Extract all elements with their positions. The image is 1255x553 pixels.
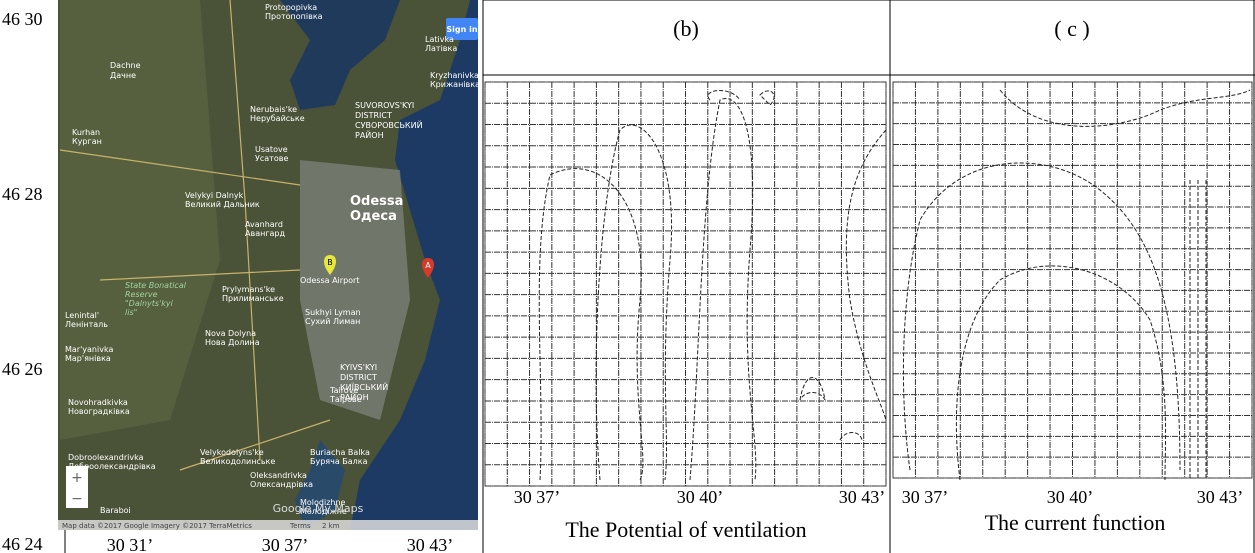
lat-label: 46 24: [2, 534, 43, 553]
place-label: Великий Дальник: [185, 200, 260, 209]
place-label: РАЙОН: [355, 129, 384, 140]
x-label: 30 43’: [839, 487, 886, 507]
place-label: Олександрівка: [250, 480, 313, 489]
zoom-out[interactable]: −: [71, 491, 83, 507]
place-label: Tairove: [329, 386, 358, 395]
place-label: Ленінталь: [65, 320, 108, 329]
place-label: "Dalnyts'kyi: [125, 299, 174, 308]
figure: Sign in DachneДачне Nerubais'keНерубайськ…: [0, 0, 1255, 553]
logo: Google My Maps: [273, 502, 364, 515]
place-label: Таїрове: [329, 395, 362, 404]
place-label: Дачне: [110, 71, 136, 80]
place-label: Odessa: [350, 194, 403, 209]
zoom-in[interactable]: +: [71, 470, 83, 486]
place-label: Буряча Балка: [310, 457, 368, 466]
place-label: Novohradkivka: [68, 398, 128, 407]
place-label: Нова Долина: [205, 338, 260, 347]
place-label: Prylymans'ke: [222, 285, 275, 294]
place-label: Velykyi Dalnyk: [185, 191, 244, 200]
place-label: lis": [125, 308, 137, 317]
caption: The Potential of ventilation: [565, 517, 806, 542]
place-label: Kurhan: [72, 128, 100, 137]
lon-label: 30 31’: [107, 535, 154, 553]
place-label: Nova Dolyna: [205, 329, 256, 338]
x-label: 30 43’: [1197, 487, 1244, 507]
lat-label: 46 28: [2, 184, 43, 204]
attribution: Map data ©2017 Google Imagery ©2017 Terr…: [62, 522, 252, 530]
place-label: Мар'янівка: [65, 354, 111, 363]
place-label: Lenintal': [65, 311, 99, 320]
caption: The current function: [985, 510, 1166, 535]
lat-label: 46 26: [2, 359, 43, 379]
marker-label: A: [425, 261, 431, 270]
place-label: Новоградківка: [68, 407, 130, 416]
place-label: Sukhyi Lyman: [305, 308, 361, 317]
place-label: Protopopivka: [265, 3, 317, 12]
place-label: SUVOROVS'KYI: [355, 101, 414, 110]
place-label: Oleksandrivka: [250, 471, 307, 480]
place-label: Протопопівка: [265, 12, 323, 21]
lon-label: 30 43’: [407, 535, 454, 553]
place-label: Odessa Airport: [300, 276, 359, 285]
panel-label: ( c ): [1054, 16, 1089, 41]
marker-label: B: [327, 258, 333, 267]
place-label: Nerubais'ke: [250, 105, 297, 114]
x-label: 30 37’: [514, 487, 561, 507]
terms[interactable]: Terms: [289, 522, 311, 530]
place-label: Великодолинське: [200, 457, 275, 466]
place-label: Avanhard: [245, 220, 283, 229]
place-label: Нерубайське: [250, 114, 305, 123]
scale: 2 km: [322, 522, 340, 530]
place-label: Kryzhanivka: [430, 71, 479, 80]
lat-label: 46 30: [2, 9, 43, 29]
x-label: 30 40’: [677, 487, 724, 507]
sign-in[interactable]: Sign in: [446, 25, 477, 34]
place-label: Reserve: [125, 290, 158, 299]
place-label: Baraboi: [100, 506, 131, 515]
place-label: Buriacha Balka: [310, 448, 370, 457]
place-label: СУВОРОВСЬКИЙ: [355, 119, 423, 130]
place-label: Dobroolexandrivka: [68, 453, 144, 462]
place-label: Сухий Лиман: [305, 317, 360, 326]
place-label: Крижанівка: [430, 80, 480, 89]
place-label: KYIVS'KYI: [340, 363, 377, 372]
place-label: Курган: [72, 137, 102, 146]
lon-label: 30 37’: [262, 535, 309, 553]
place-label: Прилиманське: [222, 294, 284, 303]
panel-label: (b): [673, 16, 699, 41]
x-label: 30 37’: [902, 487, 949, 507]
place-label: DISTRICT: [340, 373, 377, 382]
place-label: Авангард: [245, 229, 286, 238]
place-label: Lativka: [425, 35, 454, 44]
x-label: 30 40’: [1047, 487, 1094, 507]
place-label: Одеса: [350, 209, 397, 224]
place-label: Velykodolyns'ke: [200, 448, 264, 457]
place-label: Mar'yanivka: [65, 345, 113, 354]
place-label: Usatove: [255, 145, 288, 154]
contour-grid: [485, 82, 886, 486]
place-label: Усатове: [255, 154, 288, 163]
place-label: DISTRICT: [355, 111, 392, 120]
place-label: Латівка: [425, 44, 457, 53]
place-label: State Bonatical: [125, 281, 187, 290]
place-label: Dachne: [110, 61, 141, 70]
